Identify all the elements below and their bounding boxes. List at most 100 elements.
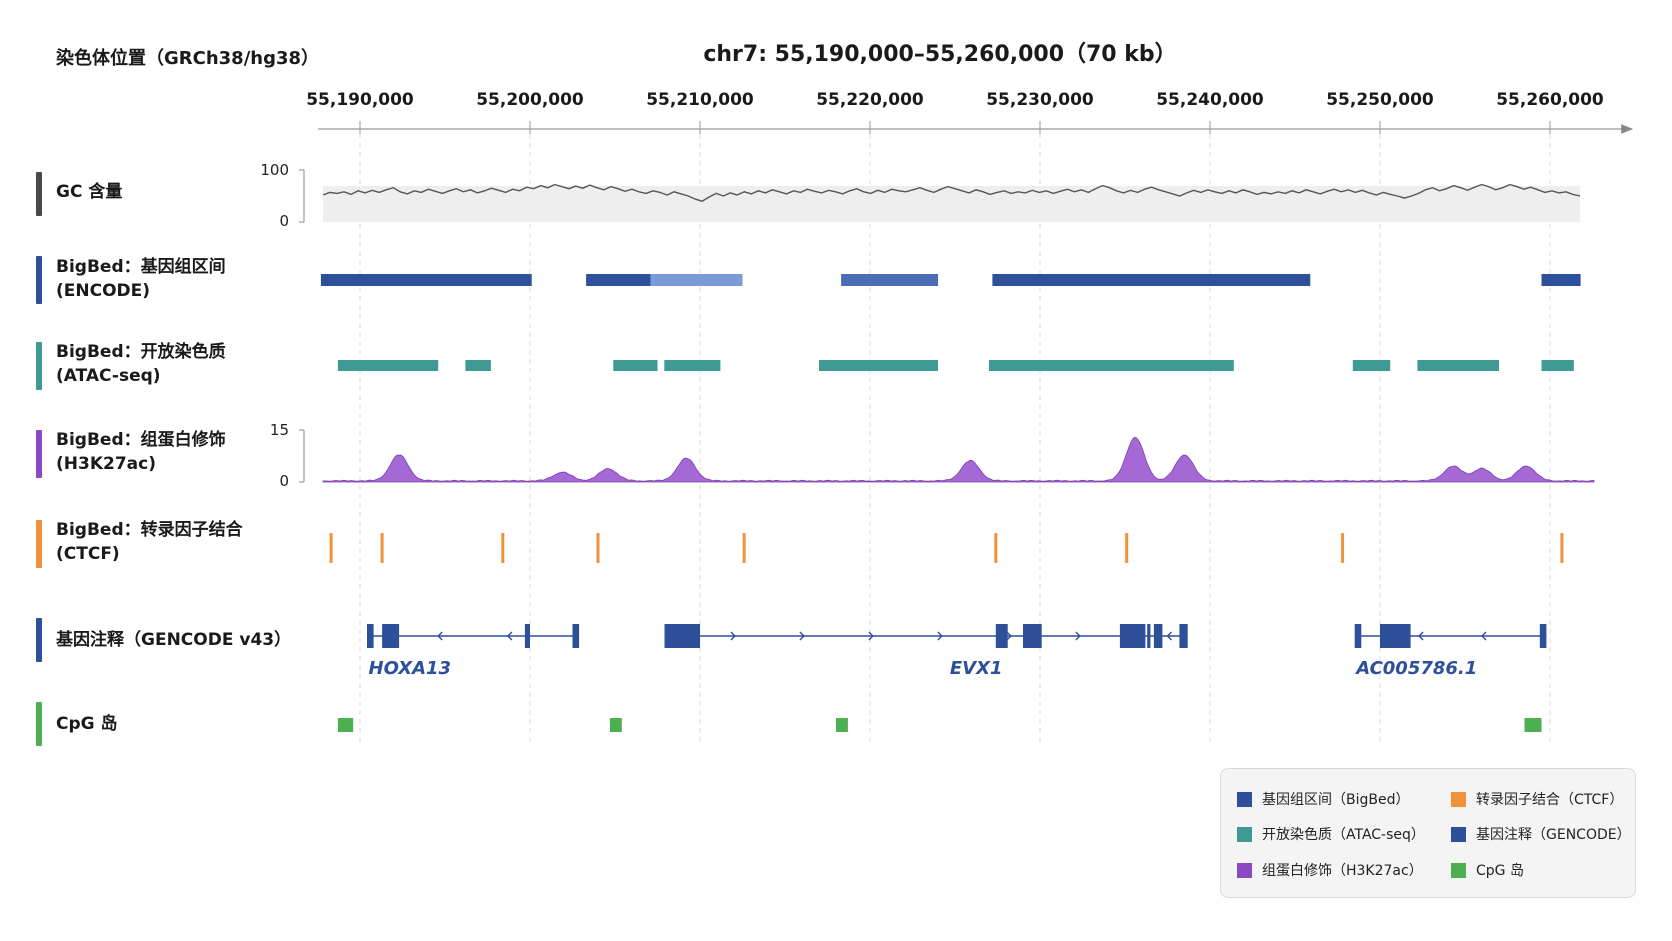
gene-exon [1179, 624, 1187, 648]
legend-label: 开放染色质（ATAC-seq） [1262, 827, 1425, 843]
atac-track-title: BigBed：开放染色质 [56, 342, 226, 362]
ctcf-track-title: BigBed：转录因子结合 [56, 520, 243, 540]
axis-tick-label: 55,200,000 [476, 90, 584, 110]
atac-track[interactable] [337, 360, 1574, 371]
gene-exon [382, 624, 400, 648]
atac-track-subtitle: (ATAC-seq) [56, 366, 161, 386]
ctcf-track-color-bar [36, 520, 42, 568]
atac-peak [1417, 360, 1499, 371]
ctcf-site [501, 533, 505, 563]
axis-tick-label: 55,190,000 [306, 90, 414, 110]
gene-name-label: HOXA13 [369, 658, 452, 679]
axis-tick-label: 55,240,000 [1156, 90, 1264, 110]
gc-track-label[interactable]: GC 含量 [56, 182, 123, 202]
ctcf-site [380, 533, 384, 563]
cpg-track-label[interactable]: CpG 岛 [56, 714, 118, 734]
region-title: chr7: 55,190,000–55,260,000（70 kb） [703, 42, 1177, 67]
gene-annotation-track[interactable]: HOXA13 EVX1 AC005786.1 [367, 624, 1547, 679]
strand-arrow [1075, 631, 1081, 641]
encode-interval [841, 274, 938, 286]
strand-arrow [437, 631, 443, 641]
legend-label: 组蛋白修饰（H3K27ac） [1262, 863, 1423, 879]
atac-peak [819, 360, 938, 371]
encode-interval [1541, 274, 1581, 286]
encode-track-subtitle: (ENCODE) [56, 281, 151, 301]
legend-item: 转录因子结合（CTCF） [1451, 790, 1623, 808]
h3k27ac-track-subtitle: (H3K27ac) [56, 454, 156, 474]
atac-track-label[interactable]: BigBed：开放染色质 (ATAC-seq) [56, 340, 226, 388]
strand-arrow [868, 631, 874, 641]
ctcf-site [1125, 533, 1129, 563]
legend-label: 基因组区间（BigBed） [1262, 792, 1410, 808]
legend-item: CpG 岛 [1451, 861, 1524, 879]
h3k27ac-ymin-label: 0 [279, 472, 289, 490]
legend: 基因组区间（BigBed） 转录因子结合（CTCF） 开放染色质（ATAC-se… [1220, 768, 1636, 898]
ctcf-track-subtitle: (CTCF) [56, 544, 120, 564]
encode-interval [320, 274, 532, 286]
ctcf-site [1341, 533, 1345, 563]
gene-exon [1380, 624, 1411, 648]
gene-exon [1153, 624, 1163, 648]
legend-item: 基因注释（GENCODE） [1451, 825, 1631, 843]
encode-track-title: BigBed：基因组区间 [56, 257, 226, 277]
gene-exon [1356, 624, 1362, 648]
coordinate-axis: 55,190,000 55,200,000 55,210,000 55,220,000… [306, 90, 1634, 134]
gene-exon [1539, 624, 1545, 648]
atac-peak [1541, 360, 1574, 371]
gene-exon [1119, 624, 1146, 648]
legend-item: 组蛋白修饰（H3K27ac） [1237, 861, 1423, 879]
strand-arrow [506, 631, 513, 641]
assembly-label: 染色体位置（GRCh38/hg38） [56, 48, 320, 69]
ctcf-track[interactable] [329, 533, 1564, 563]
cpg-island-track[interactable] [337, 718, 1542, 732]
h3k27ac-track-label[interactable]: BigBed：组蛋白修饰 (H3K27ac) [56, 428, 226, 476]
ctcf-track-label[interactable]: BigBed：转录因子结合 (CTCF) [56, 518, 243, 566]
ctcf-site [742, 533, 746, 563]
gene-exon [572, 624, 578, 648]
cpg-island [609, 718, 622, 732]
legend-swatch [1451, 862, 1466, 878]
gene-track-label[interactable]: 基因注释（GENCODE v43） [56, 630, 292, 650]
axis-tick-label: 55,230,000 [986, 90, 1094, 110]
atac-peak [989, 360, 1234, 371]
h3k27ac-track-color-bar [36, 430, 42, 478]
gc-content-line [322, 183, 1581, 202]
strand-arrow [1006, 631, 1012, 641]
h3k27ac-track[interactable]: 15 0 [270, 421, 1595, 490]
legend-label: 转录因子结合（CTCF） [1476, 792, 1624, 808]
gene-exon [666, 624, 700, 648]
strand-arrow [730, 631, 736, 641]
encode-track-label[interactable]: BigBed：基因组区间 (ENCODE) [56, 255, 226, 303]
gc-ymax-label: 100 [260, 161, 289, 179]
legend-swatch [1237, 862, 1252, 878]
legend-label: 基因注释（GENCODE） [1476, 827, 1631, 843]
strand-arrow [937, 631, 943, 641]
cpg-island [337, 718, 354, 732]
encode-interval [586, 274, 651, 286]
gene-exon [524, 624, 530, 648]
gc-content-track[interactable]: 100 0 [260, 161, 1581, 230]
atac-peak [613, 360, 658, 371]
gene-name-label: AC005786.1 [1354, 658, 1477, 679]
cpg-island [836, 718, 848, 732]
ctcf-site [596, 533, 600, 563]
legend-swatch [1237, 791, 1252, 807]
legend-swatch [1451, 791, 1466, 807]
ctcf-site [1560, 533, 1564, 563]
strand-arrow [1481, 631, 1487, 641]
legend-item: 基因组区间（BigBed） [1237, 790, 1410, 808]
encode-track[interactable] [320, 274, 1581, 286]
gc-track-background [323, 186, 1580, 222]
gene-exon [1023, 624, 1042, 648]
cpg-island [1524, 718, 1542, 732]
h3k27ac-ymax-label: 15 [270, 421, 289, 439]
gene-name-label: EVX1 [950, 658, 1003, 679]
gene-exon [368, 624, 374, 648]
axis-tick-label: 55,220,000 [816, 90, 924, 110]
h3k27ac-track-title: BigBed：组蛋白修饰 [56, 430, 226, 450]
encode-interval [650, 274, 743, 286]
encode-interval [992, 274, 1311, 286]
gc-track-color-bar [36, 172, 42, 216]
